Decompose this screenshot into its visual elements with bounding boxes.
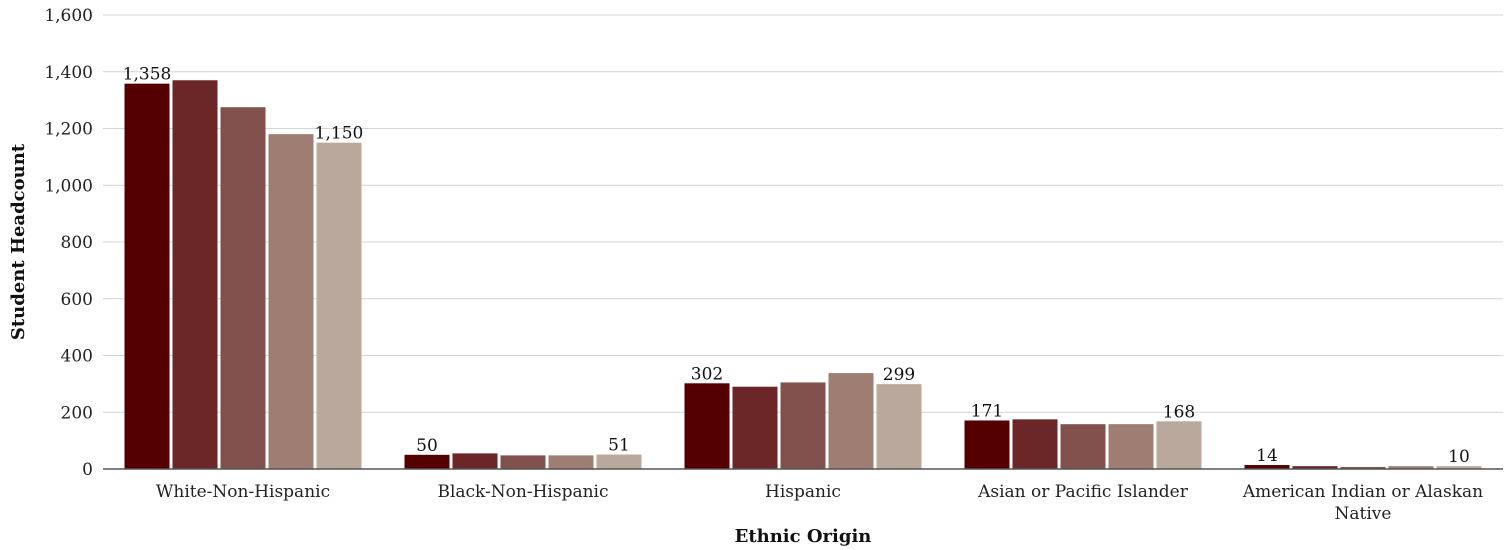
y-tick-label: 0 (82, 460, 93, 480)
bar (268, 134, 314, 470)
data-label: 14 (1256, 446, 1278, 466)
x-tick-labels: White-Non-Hispanic Black-Non-Hispanic Hisp… (156, 482, 1483, 524)
bar (780, 382, 826, 469)
bar (1108, 424, 1154, 469)
y-tick-label: 400 (61, 347, 93, 367)
data-label: 10 (1448, 447, 1470, 467)
x-tick-label: American Indian or Alaskan Native (1242, 482, 1483, 524)
bar (1156, 421, 1202, 469)
x-tick-label: Hispanic (765, 482, 841, 502)
bar (596, 454, 642, 469)
y-tick-label: 1,600 (44, 6, 93, 26)
bar (1436, 466, 1482, 469)
bar (220, 107, 266, 469)
bar (124, 83, 170, 469)
y-tick-label: 1,400 (44, 63, 93, 83)
data-label: 1,358 (123, 65, 172, 85)
y-tick-label: 1,200 (44, 120, 93, 140)
y-tick-label: 1,000 (44, 176, 93, 196)
bar (876, 384, 922, 469)
bar (1292, 466, 1338, 469)
bar (452, 453, 498, 469)
bar (964, 420, 1010, 469)
bar (548, 455, 594, 469)
bar (316, 142, 362, 469)
bar (500, 455, 546, 469)
bar (684, 383, 730, 469)
data-label: 171 (971, 401, 1003, 421)
data-label: 1,150 (315, 124, 364, 144)
data-label: 168 (1163, 402, 1195, 422)
y-tick-label: 600 (61, 290, 93, 310)
x-tick-label: White-Non-Hispanic (156, 482, 330, 502)
bar (1060, 424, 1106, 469)
data-label: 302 (691, 364, 723, 384)
bar (828, 373, 874, 469)
y-axis-title: Student Headcount (8, 143, 29, 340)
y-tick-label: 800 (61, 233, 93, 253)
bar (404, 454, 450, 469)
data-labels: 1,358 1,150 50 51 302 299 171 168 14 10 (123, 65, 1470, 467)
y-tick-labels: 0 200 400 600 800 1,000 1,200 1,400 1,600 (44, 6, 93, 480)
data-label: 51 (608, 436, 630, 456)
data-label: 299 (883, 365, 915, 385)
x-axis-title: Ethnic Origin (735, 526, 872, 547)
bar (1012, 419, 1058, 469)
y-tick-label: 200 (61, 403, 93, 423)
x-tick-label: Black-Non-Hispanic (437, 482, 608, 502)
bars (124, 80, 1482, 470)
bar (732, 386, 778, 469)
bar (1244, 465, 1290, 469)
bar (172, 80, 218, 469)
x-tick-label: Asian or Pacific Islander (977, 482, 1189, 502)
bar (1388, 466, 1434, 469)
bar (1340, 467, 1386, 469)
data-label: 50 (416, 436, 438, 456)
